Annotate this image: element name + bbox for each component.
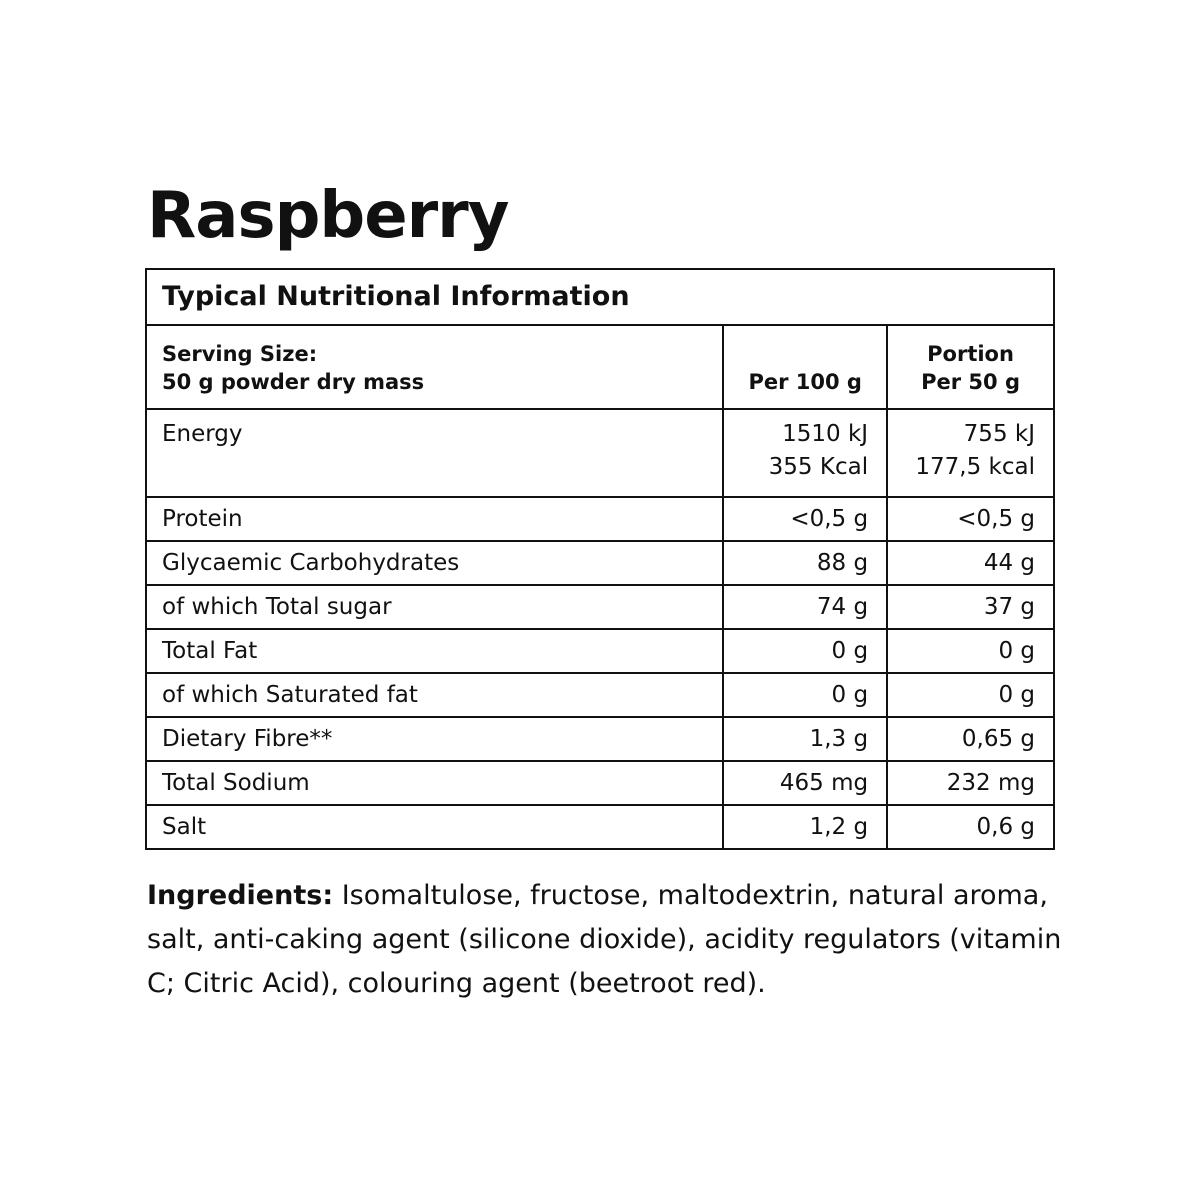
value-per-100g: 74 g <box>722 584 889 630</box>
value-per-100g: 1,2 g <box>722 804 889 850</box>
value-per-100g: 88 g <box>722 540 889 586</box>
value-per-100g: 465 mg <box>722 760 889 806</box>
serving-size: Serving Size: 50 g powder dry mass <box>144 324 725 410</box>
row-label: Glycaemic Carbohydrates <box>144 540 725 586</box>
serving-value: 50 g powder dry mass <box>162 370 425 394</box>
nutrition-table: Typical Nutritional Information Serving … <box>144 268 1055 850</box>
table-heading: Typical Nutritional Information <box>145 268 1055 326</box>
value-per-portion: 0 g <box>886 628 1055 674</box>
value-per-100g: 1,3 g <box>722 716 889 762</box>
serving-label: Serving Size: <box>162 342 318 366</box>
value-per-portion: 232 mg <box>886 760 1055 806</box>
row-label: of which Saturated fat <box>144 672 725 718</box>
kcal-value: 177,5 kcal <box>915 454 1035 480</box>
kj-value: 755 kJ <box>963 421 1035 447</box>
table-row: Salt 1,2 g 0,6 g <box>144 804 1055 850</box>
value-per-portion: 44 g <box>886 540 1055 586</box>
value-per-portion: 0,65 g <box>886 716 1055 762</box>
kj-value: 1510 kJ <box>782 421 869 447</box>
row-label: Salt <box>144 804 725 850</box>
value-per-100g: 0 g <box>722 672 889 718</box>
ingredients-label: Ingredients: <box>147 880 334 911</box>
ingredients-text: Isomaltulose, fructose, maltodextrin, na… <box>147 880 1062 999</box>
table-row: Total Sodium 465 mg 232 mg <box>144 760 1055 806</box>
row-label: Protein <box>144 496 725 542</box>
value-per-portion: <0,5 g <box>886 496 1055 542</box>
ingredients: Ingredients: Isomaltulose, fructose, mal… <box>147 874 1067 1006</box>
row-label: Dietary Fibre** <box>144 716 725 762</box>
table-row: Energy 1510 kJ 355 Kcal 755 kJ 177,5 kcal <box>144 408 1055 498</box>
row-label: Total Sodium <box>144 760 725 806</box>
row-label: Energy <box>144 408 725 498</box>
value-per-portion: 0 g <box>886 672 1055 718</box>
energy-per-portion: 755 kJ 177,5 kcal <box>886 408 1055 498</box>
page-content: Raspberry Typical Nutritional Informatio… <box>144 179 1067 1006</box>
value-per-100g: <0,5 g <box>722 496 889 542</box>
col-portion-label: Portion <box>927 342 1014 366</box>
row-label: of which Total sugar <box>144 584 725 630</box>
value-per-portion: 0,6 g <box>886 804 1055 850</box>
col-per-100g: Per 100 g <box>722 324 889 410</box>
value-per-100g: 0 g <box>722 628 889 674</box>
product-title: Raspberry <box>147 179 509 253</box>
table-row: Protein <0,5 g <0,5 g <box>144 496 1055 542</box>
col-per-portion: Portion Per 50 g <box>886 324 1055 410</box>
table-row: Dietary Fibre** 1,3 g 0,65 g <box>144 716 1055 762</box>
row-label: Total Fat <box>144 628 725 674</box>
table-row: Glycaemic Carbohydrates 88 g 44 g <box>144 540 1055 586</box>
col-per-50g-label: Per 50 g <box>921 370 1020 394</box>
value-per-portion: 37 g <box>886 584 1055 630</box>
energy-per-100g: 1510 kJ 355 Kcal <box>722 408 889 498</box>
table-row: of which Total sugar 74 g 37 g <box>144 584 1055 630</box>
kcal-value: 355 Kcal <box>768 454 869 480</box>
